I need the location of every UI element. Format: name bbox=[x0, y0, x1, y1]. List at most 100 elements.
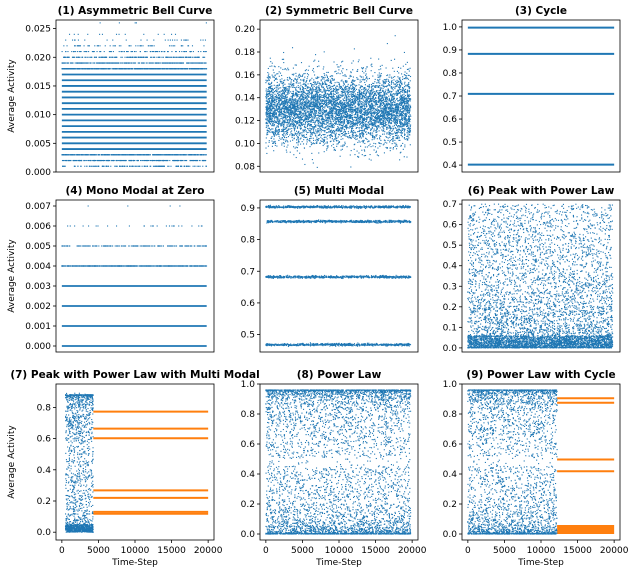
data-point bbox=[292, 122, 294, 124]
data-point bbox=[297, 101, 299, 103]
data-point bbox=[403, 96, 405, 98]
data-point bbox=[74, 165, 76, 167]
data-point bbox=[396, 122, 398, 124]
data-point bbox=[111, 62, 113, 64]
data-point bbox=[289, 86, 291, 88]
data-point bbox=[115, 68, 117, 70]
data-point bbox=[397, 81, 399, 83]
data-point bbox=[385, 117, 387, 119]
data-point bbox=[341, 130, 343, 132]
data-point bbox=[327, 71, 329, 73]
data-point bbox=[91, 165, 93, 167]
data-point bbox=[130, 56, 132, 58]
data-point bbox=[287, 88, 289, 90]
data-point bbox=[88, 165, 90, 167]
data-point bbox=[289, 112, 291, 114]
data-point bbox=[309, 127, 311, 129]
data-point bbox=[265, 122, 267, 124]
data-point bbox=[324, 115, 326, 117]
data-point bbox=[330, 129, 332, 131]
data-point bbox=[278, 66, 280, 68]
data-point bbox=[109, 62, 111, 64]
data-point bbox=[114, 62, 116, 64]
data-point bbox=[151, 68, 153, 70]
data-point bbox=[389, 141, 391, 143]
data-point bbox=[397, 76, 399, 78]
data-point bbox=[338, 118, 340, 121]
data-point bbox=[64, 154, 66, 156]
data-point bbox=[180, 62, 182, 64]
data-point bbox=[88, 56, 90, 58]
data-point bbox=[340, 133, 342, 135]
data-point bbox=[78, 68, 80, 70]
data-point bbox=[105, 68, 107, 70]
data-point bbox=[91, 50, 93, 53]
data-point bbox=[270, 83, 272, 85]
data-point bbox=[66, 68, 68, 70]
data-point bbox=[384, 92, 386, 94]
data-point bbox=[161, 165, 163, 167]
data-point bbox=[167, 39, 169, 41]
data-point bbox=[395, 123, 397, 125]
data-point bbox=[398, 78, 401, 80]
data-point bbox=[273, 114, 275, 116]
data-point bbox=[199, 62, 201, 64]
data-point bbox=[156, 159, 158, 162]
data-point bbox=[180, 45, 182, 47]
data-point bbox=[120, 165, 122, 167]
data-point bbox=[359, 135, 362, 137]
data-point bbox=[105, 56, 107, 58]
data-point bbox=[171, 68, 173, 70]
data-point bbox=[362, 96, 364, 98]
data-point bbox=[318, 125, 320, 127]
data-point bbox=[298, 130, 300, 132]
data-point bbox=[171, 33, 173, 35]
data-point bbox=[382, 115, 384, 117]
data-point bbox=[70, 62, 72, 64]
data-point bbox=[65, 39, 67, 41]
data-point bbox=[305, 102, 307, 104]
data-point bbox=[285, 127, 287, 130]
data-point bbox=[99, 22, 101, 24]
data-point bbox=[274, 108, 276, 110]
data-point bbox=[155, 68, 157, 70]
data-point bbox=[320, 134, 322, 137]
data-point bbox=[284, 101, 286, 103]
data-point bbox=[369, 133, 371, 135]
data-point bbox=[322, 68, 324, 70]
data-point bbox=[323, 91, 325, 93]
data-point bbox=[392, 133, 394, 135]
data-point bbox=[80, 159, 83, 162]
data-point bbox=[354, 97, 356, 100]
data-point bbox=[98, 56, 101, 58]
data-point bbox=[403, 83, 406, 85]
data-point bbox=[140, 154, 142, 156]
data-point bbox=[328, 115, 330, 117]
data-point bbox=[343, 120, 346, 123]
data-point bbox=[129, 154, 131, 156]
data-point bbox=[404, 114, 406, 116]
data-point bbox=[272, 69, 274, 71]
data-point bbox=[87, 68, 89, 70]
data-point bbox=[368, 104, 370, 106]
data-point bbox=[79, 50, 81, 53]
data-point bbox=[345, 88, 347, 90]
data-point bbox=[316, 112, 318, 114]
data-point bbox=[135, 45, 137, 47]
data-point bbox=[403, 137, 405, 139]
data-point bbox=[300, 108, 302, 110]
data-point bbox=[387, 102, 389, 104]
data-point bbox=[304, 129, 306, 131]
data-point bbox=[311, 95, 313, 98]
data-point bbox=[157, 62, 160, 64]
data-point bbox=[316, 110, 318, 112]
data-point bbox=[86, 154, 88, 156]
data-point bbox=[361, 149, 363, 151]
data-point bbox=[349, 126, 351, 128]
data-point bbox=[286, 96, 288, 98]
data-point bbox=[299, 75, 301, 77]
data-point bbox=[118, 154, 121, 156]
data-point bbox=[401, 115, 403, 117]
data-point bbox=[91, 62, 93, 64]
data-point bbox=[95, 154, 98, 156]
